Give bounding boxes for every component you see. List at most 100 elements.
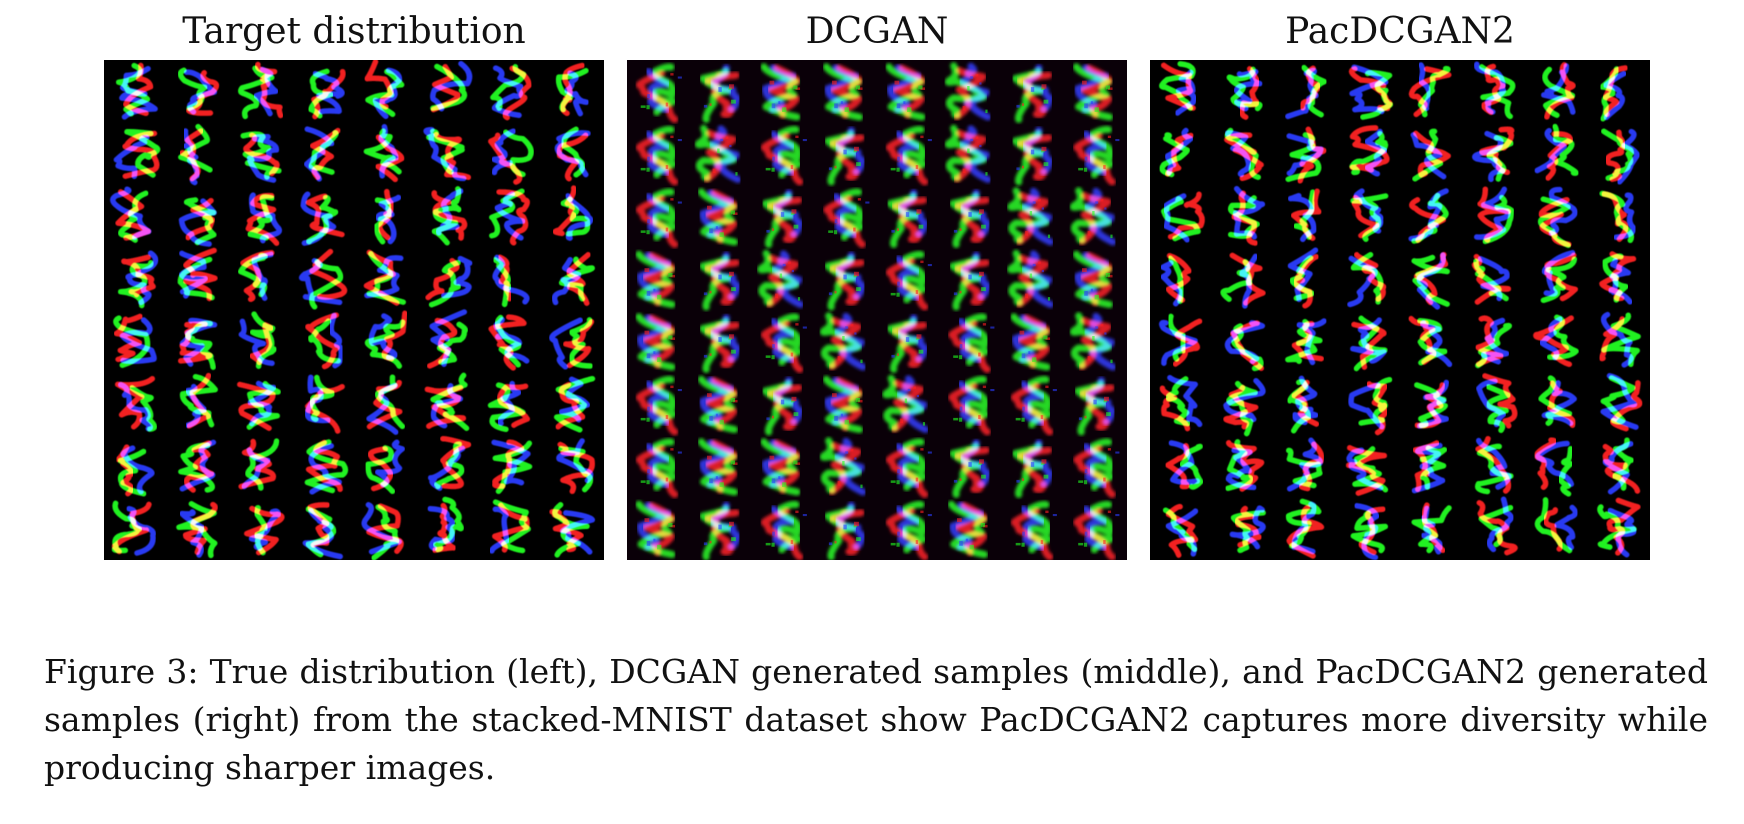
noise-speck bbox=[775, 293, 779, 299]
sample-cell bbox=[298, 248, 348, 310]
digit-stroke bbox=[304, 374, 331, 424]
digit-stroke bbox=[248, 508, 282, 551]
digit-stroke bbox=[1164, 127, 1194, 176]
noise-speck bbox=[916, 394, 920, 398]
noise-speck bbox=[897, 531, 900, 536]
digit-stroke bbox=[959, 189, 991, 238]
noise-speck bbox=[896, 292, 900, 297]
noise-speck bbox=[913, 386, 916, 389]
digit-stroke bbox=[1021, 250, 1054, 308]
sample-cell bbox=[1600, 373, 1643, 432]
noise-speck bbox=[962, 168, 966, 174]
noise-speck bbox=[979, 209, 984, 214]
noise-speck bbox=[828, 167, 833, 171]
noise-speck bbox=[828, 542, 833, 546]
noise-speck bbox=[1043, 474, 1049, 479]
noise-speck bbox=[772, 156, 775, 161]
noise-speck bbox=[985, 109, 988, 114]
noise-speck bbox=[968, 212, 972, 217]
noise-speck bbox=[646, 417, 650, 422]
sample-cell bbox=[1350, 315, 1388, 372]
digit-stroke bbox=[368, 313, 398, 361]
digit-stroke bbox=[776, 500, 802, 554]
digit-stroke bbox=[1600, 373, 1639, 430]
digit-stroke bbox=[885, 507, 929, 560]
digit-stroke bbox=[1022, 126, 1054, 176]
digit-stroke bbox=[1473, 258, 1509, 302]
noise-speck bbox=[842, 461, 845, 466]
digit-stroke bbox=[709, 64, 741, 113]
sample-cell bbox=[1473, 186, 1515, 245]
noise-speck bbox=[788, 261, 791, 264]
noise-speck bbox=[1016, 479, 1020, 483]
noise-speck bbox=[765, 355, 771, 358]
sample-cell bbox=[1159, 61, 1197, 116]
noise-speck bbox=[640, 105, 646, 108]
sample-cell bbox=[823, 188, 870, 248]
noise-speck bbox=[890, 167, 896, 171]
sample-cell bbox=[549, 502, 596, 558]
noise-speck bbox=[1022, 165, 1025, 169]
sample-cell bbox=[635, 63, 682, 123]
noise-speck bbox=[677, 139, 682, 142]
digit-stroke bbox=[185, 383, 208, 428]
noise-speck bbox=[729, 334, 734, 339]
digit-stroke bbox=[1553, 504, 1579, 551]
noise-speck bbox=[665, 415, 669, 419]
sample-cell bbox=[551, 252, 595, 306]
noise-speck bbox=[927, 514, 932, 517]
digit-stroke bbox=[1026, 500, 1052, 554]
noise-speck bbox=[769, 455, 775, 460]
digit-stroke bbox=[772, 189, 804, 238]
digit-stroke bbox=[432, 496, 464, 553]
noise-speck bbox=[920, 135, 924, 139]
noise-speck bbox=[1022, 478, 1025, 481]
digit-stroke bbox=[1019, 505, 1046, 551]
digit-stroke bbox=[1010, 507, 1054, 560]
digit-stroke bbox=[126, 505, 156, 556]
noise-speck bbox=[791, 269, 795, 273]
digit-stroke bbox=[563, 70, 590, 117]
sample-cell bbox=[1069, 312, 1117, 371]
noise-speck bbox=[967, 148, 970, 153]
noise-speck bbox=[927, 451, 932, 454]
noise-speck bbox=[959, 228, 962, 231]
digit-stroke bbox=[824, 376, 860, 426]
noise-speck bbox=[771, 103, 776, 109]
digit-stroke bbox=[555, 67, 589, 113]
digit-stroke bbox=[491, 128, 517, 176]
noise-speck bbox=[953, 292, 958, 296]
digit-stroke bbox=[1613, 192, 1637, 241]
sample-cell bbox=[887, 189, 929, 248]
digit-stroke bbox=[1417, 65, 1451, 118]
digit-stroke bbox=[1598, 316, 1625, 362]
noise-speck bbox=[1093, 399, 1097, 405]
digit-stroke bbox=[1073, 507, 1116, 560]
digit-stroke bbox=[1417, 62, 1433, 112]
noise-speck bbox=[1022, 406, 1025, 411]
sample-cell bbox=[635, 375, 682, 436]
digit-stroke bbox=[894, 443, 921, 489]
digit-stroke bbox=[1083, 187, 1117, 246]
noise-speck bbox=[981, 224, 986, 229]
digit-stroke bbox=[635, 194, 679, 248]
digit-stroke bbox=[361, 502, 402, 555]
sample-cell bbox=[1072, 250, 1114, 308]
noise-speck bbox=[771, 542, 775, 547]
figure-caption: Figure 3: True distribution (left), DCGA… bbox=[44, 652, 1708, 787]
noise-speck bbox=[731, 537, 736, 542]
sample-cell bbox=[1159, 127, 1194, 178]
noise-speck bbox=[904, 398, 908, 403]
sample-cell bbox=[1350, 188, 1389, 242]
noise-speck bbox=[703, 354, 708, 358]
digit-stroke bbox=[1291, 501, 1317, 555]
digit-stroke bbox=[1285, 498, 1322, 549]
digit-stroke bbox=[651, 375, 677, 429]
sample-cell bbox=[885, 125, 932, 186]
noise-speck bbox=[1047, 234, 1051, 239]
noise-speck bbox=[918, 349, 924, 354]
noise-speck bbox=[715, 226, 718, 229]
noise-speck bbox=[979, 459, 984, 464]
sample-cell bbox=[1348, 376, 1393, 436]
digit-stroke bbox=[247, 380, 277, 427]
